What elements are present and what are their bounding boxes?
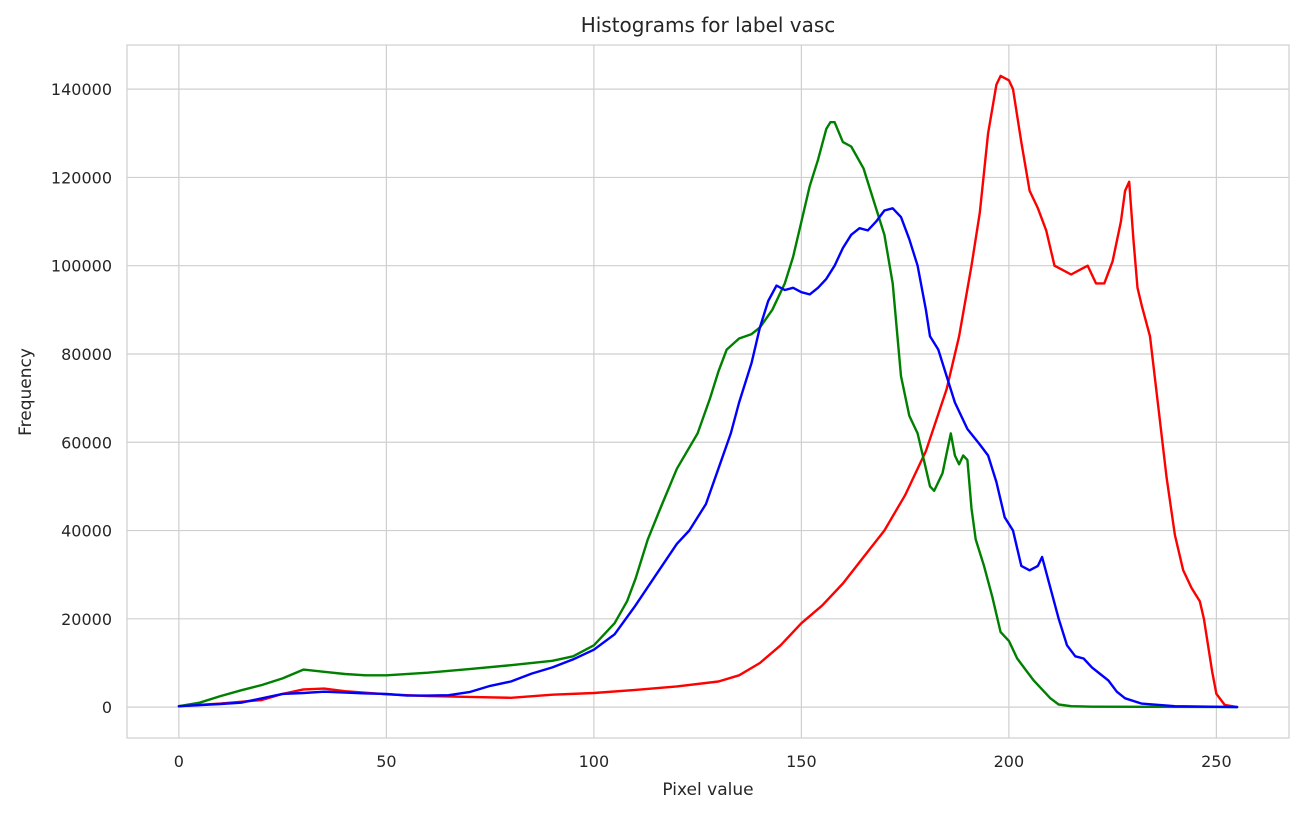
y-tick-label: 60000 bbox=[61, 433, 112, 452]
series-line-1 bbox=[177, 121, 1239, 709]
y-tick-label: 120000 bbox=[51, 168, 112, 187]
series-line-0 bbox=[177, 74, 1239, 709]
x-axis-title: Pixel value bbox=[662, 780, 753, 800]
y-tick-label: 100000 bbox=[51, 257, 112, 276]
y-tick-label: 40000 bbox=[61, 522, 112, 541]
y-tick-labels: 0 20000 40000 60000 80000 100000 120000 140000 bbox=[51, 80, 112, 717]
x-tick-labels: 0 50 100 150 200 250 bbox=[174, 752, 1232, 771]
x-tick-label: 100 bbox=[579, 752, 610, 771]
plot-background bbox=[127, 45, 1289, 738]
series-line-2 bbox=[177, 207, 1239, 709]
y-tick-label: 0 bbox=[102, 698, 112, 717]
y-tick-label: 80000 bbox=[61, 345, 112, 364]
x-tick-label: 0 bbox=[174, 752, 184, 771]
y-tick-label: 20000 bbox=[61, 610, 112, 629]
grid bbox=[127, 45, 1289, 738]
x-tick-label: 200 bbox=[994, 752, 1025, 771]
y-tick-label: 140000 bbox=[51, 80, 112, 99]
series-layer bbox=[177, 74, 1239, 709]
chart-title: Histograms for label vasc bbox=[581, 13, 836, 37]
x-tick-label: 50 bbox=[376, 752, 396, 771]
plot-frame bbox=[126, 44, 1290, 739]
y-axis-title: Frequency bbox=[16, 348, 36, 436]
x-tick-label: 150 bbox=[786, 752, 817, 771]
x-tick-label: 250 bbox=[1201, 752, 1232, 771]
